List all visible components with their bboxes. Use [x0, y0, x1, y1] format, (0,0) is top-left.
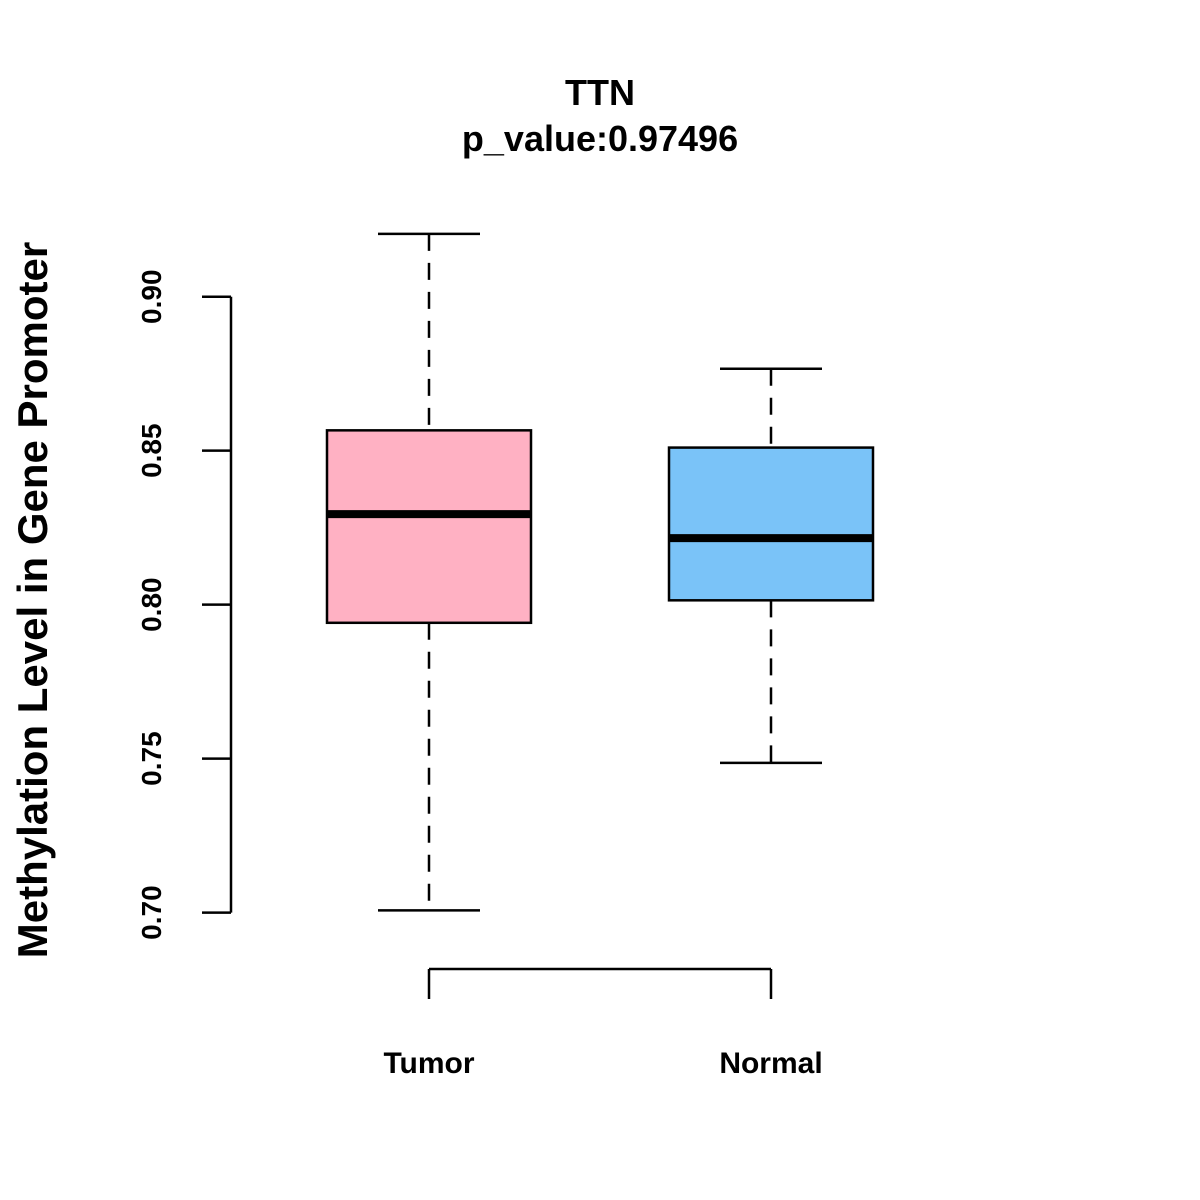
y-tick-label: 0.75 — [136, 731, 167, 786]
iqr-box — [667, 446, 875, 602]
x-axis: Tumor Normal — [383, 967, 823, 1080]
x-tick-label: Tumor — [383, 1047, 474, 1080]
y-tick-label: 0.85 — [136, 423, 167, 478]
boxes-group — [325, 232, 875, 912]
y-axis: 0.70 0.75 0.80 0.85 0.90 — [136, 269, 233, 940]
box-normal — [667, 367, 875, 765]
y-tick-label: 0.70 — [136, 885, 167, 940]
iqr-box — [325, 429, 533, 625]
chart-subtitle: p_value:0.97496 — [462, 118, 738, 159]
chart-title: TTN — [565, 72, 635, 113]
box-tumor — [325, 232, 533, 912]
x-tick-label: Normal — [719, 1047, 822, 1080]
y-tick-label: 0.90 — [136, 269, 167, 324]
y-axis-label: Methylation Level in Gene Promoter — [9, 242, 56, 958]
y-tick-label: 0.80 — [136, 577, 167, 632]
